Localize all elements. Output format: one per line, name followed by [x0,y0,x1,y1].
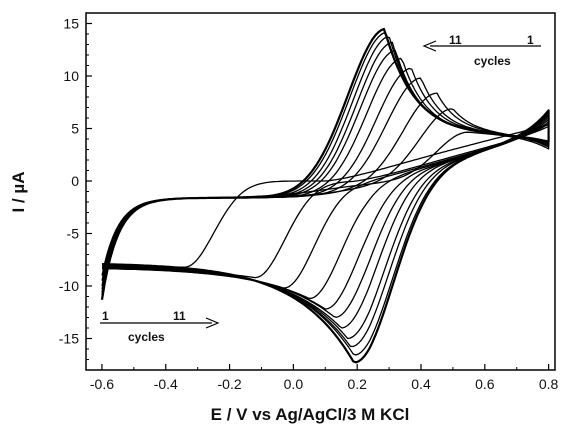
y-tick-label: -15 [59,331,79,347]
y-tick-label: -10 [59,278,79,294]
x-tick-label: -0.4 [154,376,178,392]
x-axis-title: E / V vs Ag/AgCl/3 M KCl [211,405,410,424]
y-tick-label: 5 [71,121,79,137]
bottom-annotation-caption: cycles [128,330,165,344]
x-tick-label: 0.6 [475,376,495,392]
series-layer [100,27,550,364]
y-axis-title: I / µA [9,172,28,213]
y-tick-label: 0 [71,173,79,189]
x-tick-label: 0.8 [539,376,559,392]
x-tick-label: 0.0 [284,376,304,392]
top-annotation-arrow-head [422,40,437,52]
bottom-cycles-annotation: 1 11 cycles [100,309,220,344]
y-tick-label: 10 [63,68,79,84]
cv-cycle-5-line [101,67,550,310]
x-tick-label: -0.6 [90,376,114,392]
y-tick-label: 15 [63,16,79,32]
bottom-annotation-arrow-head [205,317,220,329]
y-tick-label: -5 [67,226,80,242]
top-annotation-caption: cycles [474,54,511,68]
top-cycles-annotation: 11 1 cycles [422,33,541,68]
cv-cycle-9-line [101,36,550,348]
cv-cycle-6-line [101,57,550,318]
x-tick-label: 0.4 [411,376,431,392]
cv-cycle-11-line [100,27,550,364]
cv-cycle-4-line [101,77,550,300]
x-tick-label: -0.2 [218,376,242,392]
cv-cycle-2-line [101,108,550,281]
bottom-annotation-from-label: 1 [102,309,109,323]
top-annotation-to-label: 1 [527,33,534,47]
ticks-layer: -0.6 -0.4 -0.2 0.0 0.2 0.4 0.6 0.8 -15 -10 -5 0 5 10 1… [59,12,559,392]
top-annotation-from-label: 11 [449,33,462,47]
x-tick-label: 0.2 [347,376,367,392]
bottom-annotation-to-label: 11 [173,309,186,323]
